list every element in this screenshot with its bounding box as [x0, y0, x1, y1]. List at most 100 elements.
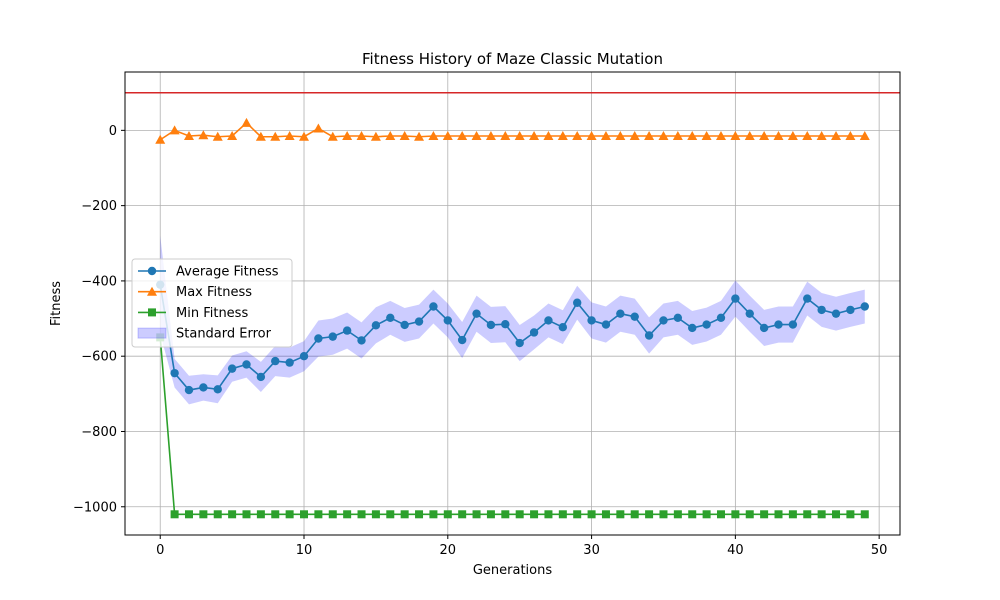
average-fitness-point [774, 320, 783, 329]
min-fitness-point [199, 510, 208, 519]
legend-label: Max Fitness [176, 285, 252, 300]
legend-marker [147, 286, 157, 296]
y-tick-label: −1000 [73, 500, 117, 515]
x-tick-label: 10 [296, 543, 313, 558]
average-fitness-point [788, 320, 798, 329]
max-fitness-point [471, 130, 482, 140]
min-fitness-point [242, 510, 251, 519]
average-fitness-point [472, 309, 481, 318]
average-fitness-point [630, 312, 639, 321]
max-fitness-point [212, 131, 223, 141]
max-fitness-point [227, 130, 238, 140]
max-fitness-point [241, 117, 252, 127]
legend-marker [147, 266, 157, 276]
max-fitness-point [284, 130, 295, 140]
max-fitness-point [701, 130, 712, 140]
average-fitness-point [831, 309, 841, 318]
min-fitness-point [486, 510, 495, 519]
average-fitness-point [616, 309, 625, 318]
average-fitness-point [342, 326, 352, 335]
max-fitness-point [428, 130, 439, 140]
max-fitness-point [557, 130, 568, 140]
min-fitness-point [271, 510, 280, 519]
min-fitness-point [616, 510, 625, 519]
series-layer [155, 117, 870, 519]
average-fitness-point [429, 302, 438, 311]
min-fitness-point [170, 510, 179, 519]
max-fitness-point [514, 130, 525, 140]
average-fitness-point [587, 316, 596, 325]
average-fitness-point [400, 320, 409, 330]
average-fitness-point [371, 321, 381, 330]
legend-label: Average Fitness [176, 265, 279, 280]
max-fitness-point [759, 130, 770, 140]
max-fitness-point [500, 130, 511, 140]
legend-label: Standard Error [176, 327, 272, 342]
y-tick-label: −600 [81, 350, 117, 365]
average-fitness-point [443, 316, 452, 325]
max-fitness-point [543, 130, 554, 140]
max-fitness-point [615, 130, 626, 140]
average-fitness-point [716, 313, 726, 323]
max-fitness-point [572, 130, 583, 140]
average-fitness-point [501, 320, 510, 329]
max-fitness-point [687, 130, 698, 140]
min-fitness-point [443, 510, 452, 519]
max-fitness-point [155, 134, 166, 144]
min-fitness-point [760, 510, 769, 519]
min-fitness-point [343, 510, 352, 519]
average-fitness-point [184, 385, 194, 395]
standard-error-band [160, 235, 865, 405]
min-fitness-point [458, 510, 467, 519]
max-fitness-point [313, 123, 324, 133]
max-fitness-point [356, 130, 367, 140]
max-fitness-point [744, 130, 755, 140]
average-fitness-point [673, 313, 683, 323]
x-tick-label: 20 [440, 543, 457, 558]
max-fitness-point [773, 130, 784, 140]
min-fitness-point [400, 510, 409, 519]
max-fitness-point [715, 130, 726, 140]
max-fitness-point [183, 130, 194, 140]
min-fitness-point [328, 510, 337, 519]
average-fitness-point [227, 364, 237, 373]
min-fitness-point [184, 510, 193, 519]
min-fitness-point [846, 510, 855, 519]
x-tick-label: 0 [156, 543, 164, 558]
average-fitness-point [860, 302, 869, 311]
max-fitness-point [255, 131, 266, 141]
average-fitness-point [515, 338, 524, 348]
min-fitness-point [558, 510, 567, 519]
min-fitness-series [156, 333, 869, 519]
average-fitness-point [271, 356, 280, 366]
max-fitness-point [385, 130, 396, 140]
min-fitness-point [659, 510, 668, 519]
min-fitness-point [429, 510, 438, 519]
min-fitness-point [731, 510, 740, 519]
legend-label: Min Fitness [176, 306, 248, 321]
max-fitness-point [845, 130, 856, 140]
average-fitness-point [486, 320, 496, 330]
average-fitness-point [256, 372, 266, 382]
average-fitness-point [170, 368, 179, 378]
max-fitness-point [169, 125, 180, 135]
legend: Average Fitness Max Fitness Min Fitness Sta… [131, 258, 293, 348]
min-fitness-point [645, 510, 654, 519]
max-fitness-point [730, 130, 741, 140]
y-tick-label: −400 [81, 274, 117, 289]
axis-ticks: 0 10 20 30 40 50 0 −200 −400 −600 −800 −1000 [73, 124, 887, 558]
max-fitness-point [600, 130, 611, 140]
min-fitness-point [673, 510, 682, 519]
average-fitness-point [759, 323, 769, 333]
min-fitness-point [256, 510, 265, 519]
average-fitness-point [414, 317, 424, 326]
max-fitness-point [586, 130, 597, 140]
min-fitness-point [501, 510, 510, 519]
min-fitness-point [357, 510, 366, 519]
min-fitness-point [544, 510, 553, 519]
average-fitness-point [659, 316, 668, 325]
min-fitness-point [688, 510, 697, 519]
min-fitness-point [803, 510, 812, 519]
min-fitness-point [716, 510, 725, 519]
max-fitness-point [327, 131, 338, 141]
